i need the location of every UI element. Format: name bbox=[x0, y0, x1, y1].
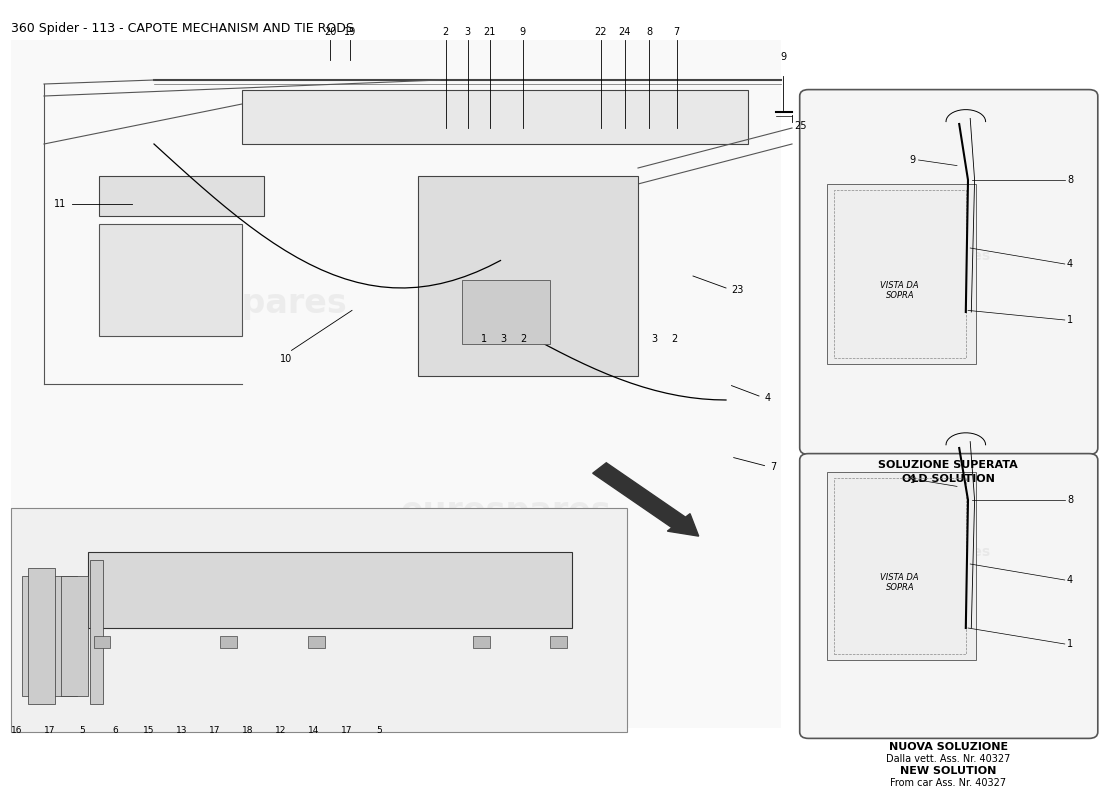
Bar bbox=[418, 176, 638, 376]
Bar bbox=[99, 176, 264, 216]
Text: 8: 8 bbox=[1067, 175, 1074, 185]
Text: 1: 1 bbox=[481, 334, 487, 344]
Text: eurospares: eurospares bbox=[902, 545, 990, 559]
Text: 360 Spider - 113 - CAPOTE MECHANISM AND TIE RODS: 360 Spider - 113 - CAPOTE MECHANISM AND … bbox=[11, 22, 354, 35]
Text: VISTA DA
SOPRA: VISTA DA SOPRA bbox=[880, 573, 920, 592]
FancyBboxPatch shape bbox=[800, 90, 1098, 454]
Bar bbox=[94, 636, 110, 648]
Text: 23: 23 bbox=[732, 285, 744, 294]
Text: 18: 18 bbox=[242, 726, 253, 734]
Bar bbox=[462, 280, 550, 344]
Text: 5: 5 bbox=[79, 726, 86, 734]
Text: 16: 16 bbox=[11, 726, 22, 734]
Text: 3: 3 bbox=[464, 27, 471, 37]
Text: 8: 8 bbox=[1067, 495, 1074, 505]
Text: 11: 11 bbox=[54, 199, 66, 209]
Text: 12: 12 bbox=[275, 726, 286, 734]
Text: NUOVA SOLUZIONE: NUOVA SOLUZIONE bbox=[889, 742, 1008, 752]
Text: 15: 15 bbox=[143, 726, 154, 734]
Bar bbox=[220, 636, 236, 648]
FancyArrow shape bbox=[593, 462, 698, 536]
Text: 17: 17 bbox=[341, 726, 352, 734]
Text: 2: 2 bbox=[671, 334, 678, 344]
Text: 6: 6 bbox=[112, 726, 119, 734]
Text: 8: 8 bbox=[646, 27, 652, 37]
Text: 1: 1 bbox=[1067, 639, 1074, 649]
Text: 17: 17 bbox=[209, 726, 220, 734]
Bar bbox=[550, 636, 566, 648]
Text: NEW SOLUTION: NEW SOLUTION bbox=[900, 766, 997, 776]
Text: From car Ass. Nr. 40327: From car Ass. Nr. 40327 bbox=[890, 778, 1007, 787]
Text: 22: 22 bbox=[594, 27, 607, 37]
Text: 24: 24 bbox=[618, 27, 631, 37]
Text: 10: 10 bbox=[279, 354, 293, 363]
Text: VISTA DA
SOPRA: VISTA DA SOPRA bbox=[880, 281, 920, 300]
Text: 4: 4 bbox=[1067, 575, 1074, 585]
Bar bbox=[834, 190, 966, 358]
Text: 7: 7 bbox=[770, 462, 777, 472]
Text: 3: 3 bbox=[500, 334, 507, 344]
Text: 13: 13 bbox=[176, 726, 187, 734]
Bar bbox=[242, 90, 748, 144]
Text: SOLUZIONE SUPERATA: SOLUZIONE SUPERATA bbox=[878, 460, 1019, 470]
Text: 14: 14 bbox=[308, 726, 319, 734]
Bar bbox=[834, 478, 966, 654]
Text: 4: 4 bbox=[764, 393, 771, 402]
Bar bbox=[60, 576, 88, 696]
Text: 2: 2 bbox=[442, 27, 449, 37]
Bar bbox=[308, 636, 324, 648]
Text: 9: 9 bbox=[909, 155, 915, 165]
Text: 5: 5 bbox=[376, 726, 383, 734]
Text: 19: 19 bbox=[343, 27, 356, 37]
Text: 4: 4 bbox=[1067, 259, 1074, 269]
Text: eurospares: eurospares bbox=[902, 249, 990, 263]
Text: 20: 20 bbox=[323, 27, 337, 37]
FancyBboxPatch shape bbox=[11, 508, 627, 732]
Bar bbox=[827, 472, 976, 660]
FancyBboxPatch shape bbox=[88, 552, 572, 628]
Bar bbox=[28, 568, 55, 704]
Text: 1: 1 bbox=[1067, 315, 1074, 325]
Bar bbox=[473, 636, 490, 648]
Bar bbox=[22, 576, 77, 696]
Bar bbox=[90, 560, 103, 704]
Text: 3: 3 bbox=[651, 334, 658, 344]
Text: 17: 17 bbox=[44, 726, 55, 734]
Text: 2: 2 bbox=[520, 334, 527, 344]
Text: 7: 7 bbox=[673, 27, 680, 37]
Text: 9: 9 bbox=[780, 53, 786, 62]
Text: 21: 21 bbox=[483, 27, 496, 37]
Bar bbox=[99, 224, 242, 336]
Text: OLD SOLUTION: OLD SOLUTION bbox=[902, 474, 994, 483]
Text: eurospares: eurospares bbox=[400, 495, 612, 529]
FancyBboxPatch shape bbox=[11, 40, 781, 728]
Text: 9: 9 bbox=[519, 27, 526, 37]
Text: eurospares: eurospares bbox=[136, 287, 348, 321]
Text: 9: 9 bbox=[909, 475, 915, 485]
FancyBboxPatch shape bbox=[800, 454, 1098, 738]
Text: Dalla vett. Ass. Nr. 40327: Dalla vett. Ass. Nr. 40327 bbox=[886, 754, 1011, 765]
Bar bbox=[827, 184, 976, 364]
Text: 25: 25 bbox=[794, 121, 806, 130]
